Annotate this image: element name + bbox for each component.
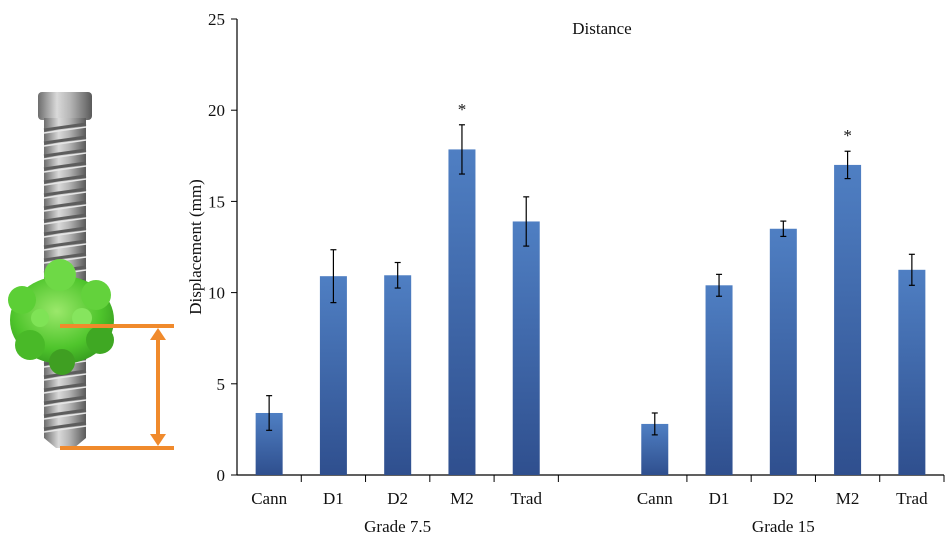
bone-mass-icon xyxy=(8,259,114,375)
bar xyxy=(384,275,412,475)
x-tick-label: D2 xyxy=(387,489,408,508)
group-label: Grade 7.5 xyxy=(364,517,431,536)
bar xyxy=(319,276,347,475)
y-tick-label: 25 xyxy=(208,10,225,29)
bar xyxy=(448,149,476,475)
x-tick-label: Cann xyxy=(637,489,673,508)
x-tick-label: D1 xyxy=(323,489,344,508)
significance-marker: * xyxy=(843,126,852,145)
x-tick-label: Cann xyxy=(251,489,287,508)
y-tick-label: 5 xyxy=(217,375,226,394)
bar xyxy=(898,269,926,475)
axes xyxy=(231,18,945,482)
measurement-indicator xyxy=(60,324,174,450)
y-tick-label: 10 xyxy=(208,284,225,303)
bars xyxy=(255,124,926,476)
chart-title: Distance xyxy=(572,19,631,38)
y-tick-label: 15 xyxy=(208,192,225,211)
labels: 0 5 10 15 20 25 Cann D1 D2 * M2 Trad Grade 7.5 Cann D1… xyxy=(208,10,928,536)
x-tick-label: D1 xyxy=(709,489,730,508)
x-tick-label: Trad xyxy=(896,489,928,508)
x-tick-label: Trad xyxy=(510,489,542,508)
bar xyxy=(512,221,540,475)
group-label: Grade 15 xyxy=(752,517,815,536)
bar xyxy=(705,285,733,475)
y-tick-label: 0 xyxy=(217,466,226,485)
bar xyxy=(834,164,862,476)
y-tick-label: 20 xyxy=(208,101,225,120)
bar xyxy=(769,228,797,475)
y-axis-label: Displacement (mm) xyxy=(186,179,205,315)
x-tick-label: D2 xyxy=(773,489,794,508)
x-tick-label: M2 xyxy=(450,489,474,508)
significance-marker: * xyxy=(458,100,467,119)
x-tick-label: M2 xyxy=(836,489,860,508)
